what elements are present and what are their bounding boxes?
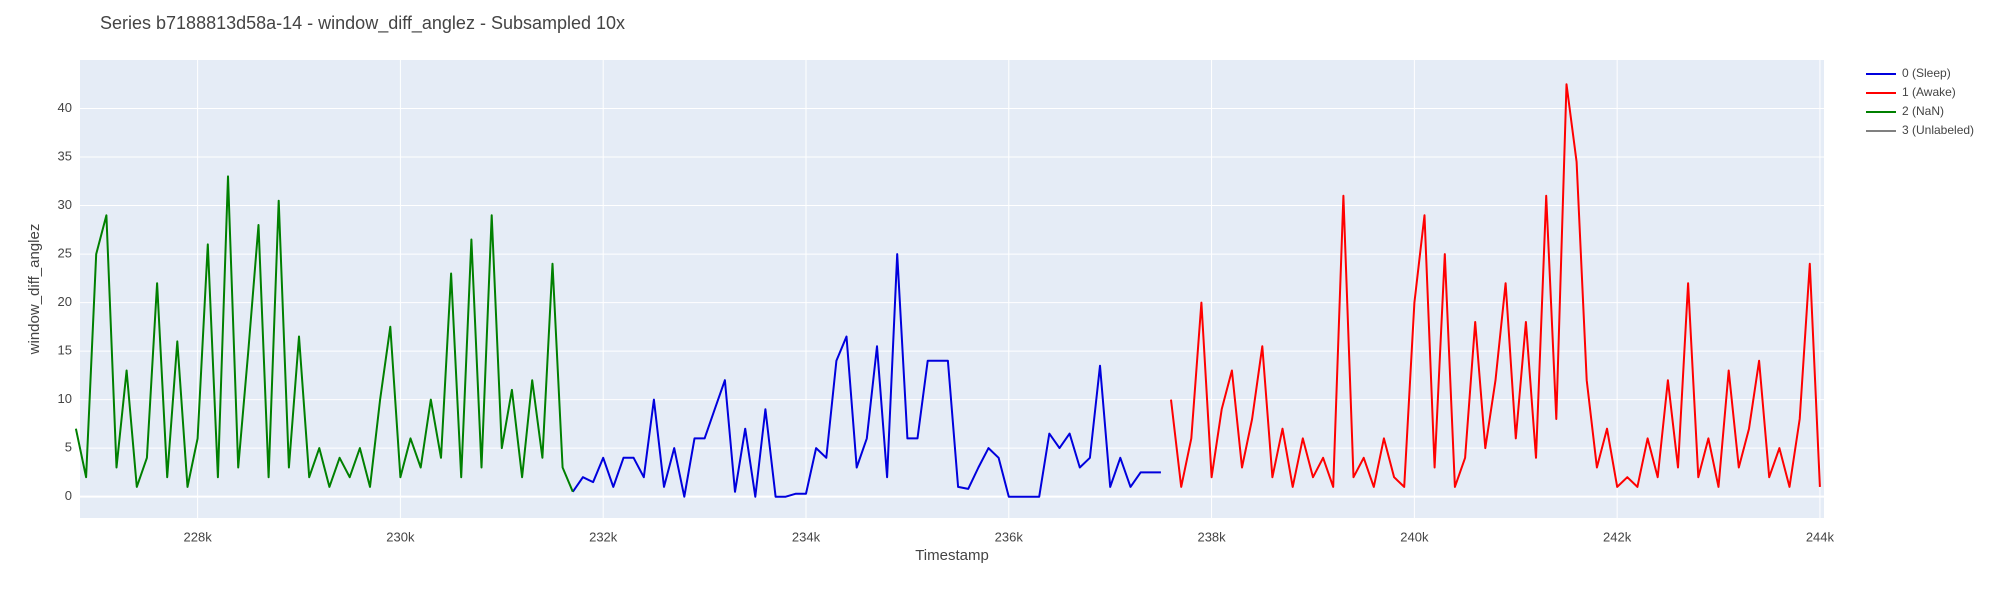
- chart-title: Series b7188813d58a-14 - window_diff_ang…: [100, 13, 625, 34]
- y-tick-label: 15: [58, 343, 72, 358]
- y-tick-label: 0: [65, 488, 72, 503]
- plot-area: [80, 60, 1824, 518]
- series-line: [74, 175, 574, 493]
- x-tick-label: 242k: [1603, 529, 1632, 544]
- x-tick-label: 234k: [792, 529, 821, 544]
- y-tick-label: 25: [58, 246, 72, 261]
- legend-label: 1 (Awake): [1902, 85, 1956, 99]
- y-tick-label: 10: [58, 391, 72, 406]
- x-axis-title: Timestamp: [915, 547, 989, 564]
- x-tick-label: 236k: [995, 529, 1024, 544]
- x-tick-label: 238k: [1197, 529, 1226, 544]
- legend-label: 2 (NaN): [1902, 104, 1944, 118]
- x-tick-label: 244k: [1806, 529, 1835, 544]
- legend-label: 0 (Sleep): [1902, 66, 1951, 80]
- series-line: [571, 253, 1161, 498]
- x-tick-label: 228k: [184, 529, 213, 544]
- legend-label: 3 (Unlabeled): [1902, 123, 1974, 137]
- y-axis-title: window_diff_anglez: [26, 224, 43, 356]
- y-tick-label: 30: [58, 197, 72, 212]
- y-tick-label: 35: [58, 148, 72, 163]
- x-tick-label: 232k: [589, 529, 618, 544]
- series-line: [1170, 83, 1821, 488]
- x-tick-label: 230k: [386, 529, 415, 544]
- y-tick-label: 40: [58, 100, 72, 115]
- y-tick-label: 20: [58, 294, 72, 309]
- y-tick-label: 5: [65, 440, 72, 455]
- x-tick-label: 240k: [1400, 529, 1429, 544]
